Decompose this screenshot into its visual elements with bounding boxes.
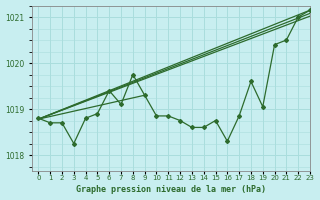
X-axis label: Graphe pression niveau de la mer (hPa): Graphe pression niveau de la mer (hPa) [76,185,266,194]
